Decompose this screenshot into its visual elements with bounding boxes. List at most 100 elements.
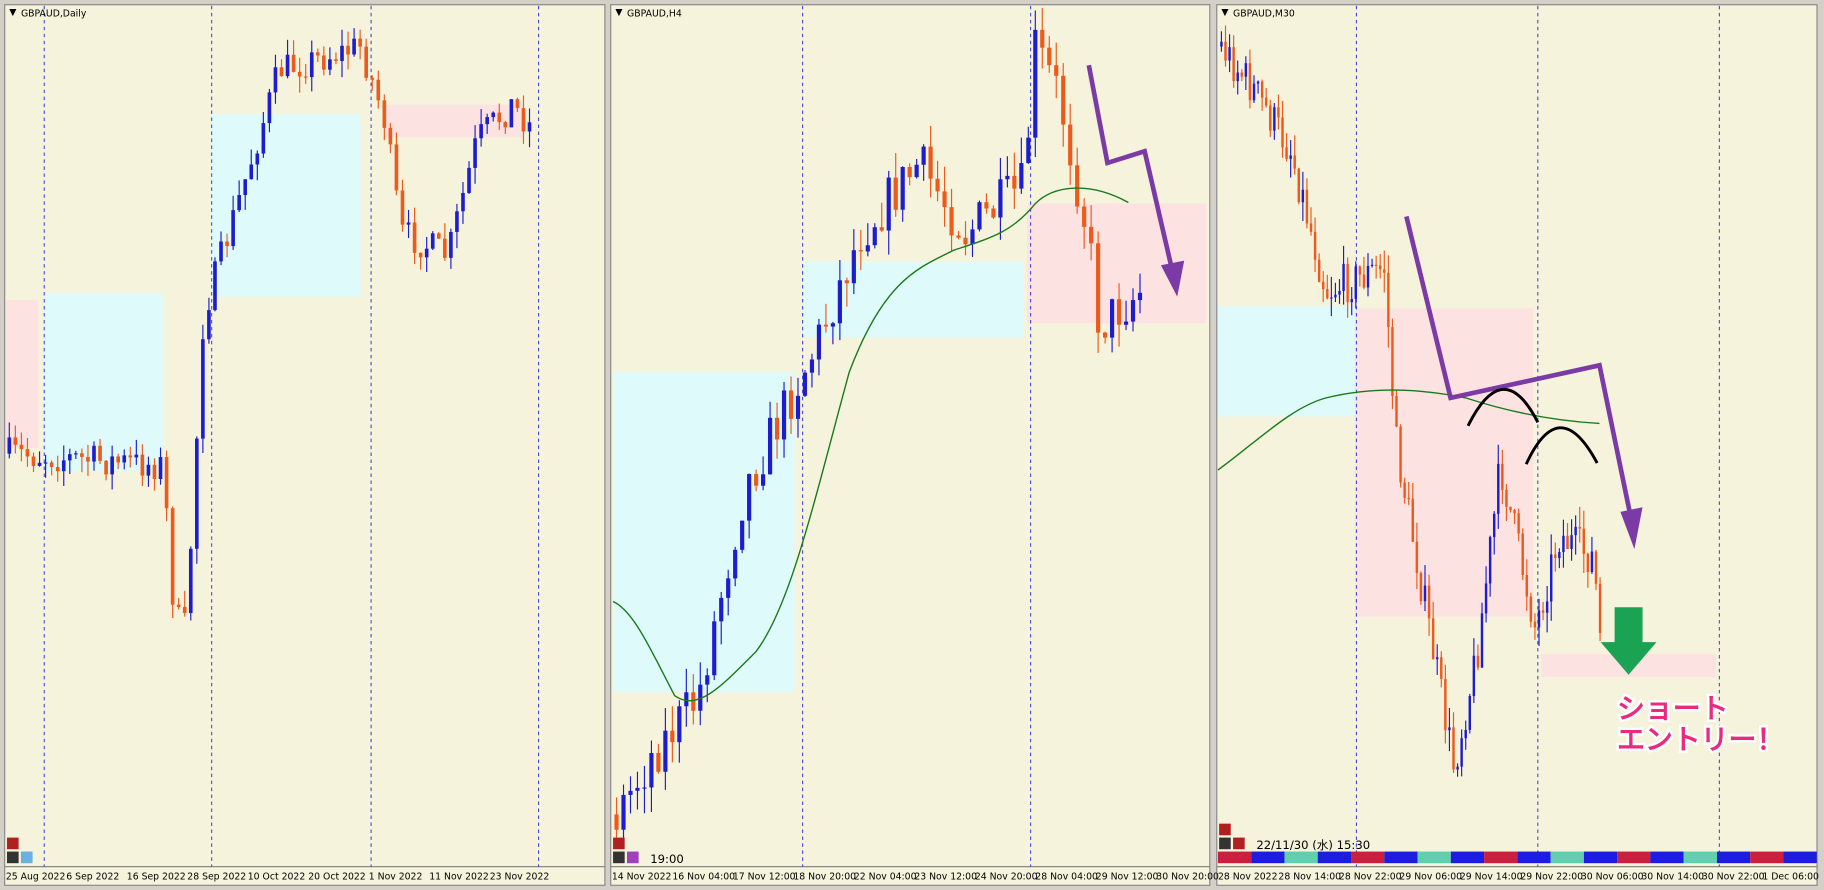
candle-body bbox=[893, 177, 898, 210]
candle-body bbox=[19, 444, 24, 450]
candle-body bbox=[928, 146, 933, 179]
candle-body bbox=[1068, 124, 1073, 166]
candle-body bbox=[1305, 189, 1309, 224]
candle-body bbox=[1456, 766, 1459, 770]
candle-body bbox=[1005, 175, 1010, 180]
candle-body bbox=[406, 222, 411, 225]
candle-body bbox=[61, 460, 66, 472]
candle-body bbox=[1484, 583, 1488, 614]
entry-arrow bbox=[1600, 607, 1657, 675]
candle-body bbox=[1103, 332, 1108, 338]
collapse-icon[interactable]: ▼ bbox=[9, 7, 17, 18]
x-tick-label: 29 Nov 06:00 bbox=[1399, 871, 1462, 882]
candle-body bbox=[364, 46, 369, 78]
candle-body bbox=[412, 222, 417, 253]
session-segment bbox=[1284, 851, 1318, 864]
candle-body bbox=[1224, 41, 1227, 61]
candle-body bbox=[1096, 243, 1101, 333]
candle-body bbox=[1326, 289, 1329, 299]
candle-body bbox=[449, 231, 453, 258]
candle-body bbox=[1537, 610, 1541, 628]
candle-body bbox=[879, 227, 884, 231]
candle-body bbox=[1366, 265, 1370, 288]
zone bbox=[613, 372, 795, 693]
x-tick-label: 20 Oct 2022 bbox=[308, 871, 365, 882]
x-tick-label: 29 Nov 12:00 bbox=[1096, 871, 1159, 882]
collapse-icon[interactable]: ▼ bbox=[615, 7, 623, 18]
candle-body bbox=[1123, 321, 1129, 325]
x-tick-label: 28 Nov 22:00 bbox=[1339, 871, 1402, 882]
collapse-icon[interactable]: ▼ bbox=[1221, 7, 1229, 18]
candle-body bbox=[1248, 63, 1252, 101]
candle-body bbox=[394, 144, 399, 191]
x-tick-label: 30 Nov 14:00 bbox=[1641, 871, 1704, 882]
candle-body bbox=[315, 52, 320, 56]
candle-body bbox=[1480, 613, 1484, 668]
session-segment bbox=[1683, 851, 1717, 864]
zone bbox=[1355, 308, 1534, 617]
candle-body bbox=[1391, 327, 1394, 396]
button[interactable] bbox=[613, 837, 625, 850]
candle-body bbox=[370, 77, 375, 80]
candle-body bbox=[1232, 47, 1235, 82]
candle-body bbox=[635, 787, 640, 791]
x-tick-label: 28 Sep 2022 bbox=[187, 871, 246, 882]
session-segment bbox=[1317, 851, 1352, 864]
candle-body bbox=[104, 460, 108, 475]
candle-body bbox=[340, 45, 344, 61]
candle-body bbox=[1521, 533, 1524, 575]
button[interactable] bbox=[20, 851, 33, 864]
candle-body bbox=[376, 79, 381, 101]
candle-body bbox=[1313, 231, 1317, 260]
candle-body bbox=[963, 237, 968, 245]
candle-body bbox=[837, 280, 842, 324]
candle-body bbox=[25, 449, 30, 457]
axis-bar bbox=[610, 866, 1211, 886]
candle-body bbox=[1089, 226, 1094, 244]
button[interactable] bbox=[1219, 837, 1231, 850]
button[interactable] bbox=[1219, 823, 1231, 836]
candle-body bbox=[322, 55, 326, 70]
candle-body bbox=[400, 190, 405, 225]
candle-body bbox=[1033, 29, 1038, 138]
candle-body bbox=[1026, 137, 1031, 164]
candle-body bbox=[43, 462, 48, 464]
candle-body bbox=[1236, 72, 1239, 82]
button[interactable] bbox=[627, 851, 639, 864]
session-segment bbox=[1583, 851, 1618, 864]
candle-body bbox=[273, 67, 278, 93]
candle-body bbox=[691, 692, 696, 711]
candle-body bbox=[1574, 526, 1577, 536]
candle-body bbox=[1362, 274, 1366, 288]
trend-arrow bbox=[1086, 64, 1635, 524]
candle-body bbox=[146, 464, 151, 476]
candle-body bbox=[497, 112, 502, 123]
candle-body bbox=[491, 112, 496, 118]
session-segment bbox=[1217, 851, 1252, 864]
candle-body bbox=[424, 248, 429, 258]
session-segment bbox=[1517, 851, 1551, 864]
candle-body bbox=[1277, 107, 1280, 118]
candle-body bbox=[1273, 107, 1276, 131]
candle-body bbox=[1407, 497, 1410, 500]
candle-body bbox=[858, 250, 863, 252]
candle-body bbox=[1350, 298, 1353, 303]
candle-body bbox=[1040, 29, 1045, 48]
candle-body bbox=[628, 790, 633, 795]
button[interactable] bbox=[1233, 837, 1245, 850]
button[interactable] bbox=[6, 837, 19, 850]
candle-body bbox=[461, 192, 465, 212]
arrow-head bbox=[1620, 507, 1643, 550]
candle-body bbox=[1554, 554, 1557, 559]
candle-body bbox=[509, 99, 514, 128]
candle-body bbox=[231, 210, 235, 247]
session-segment bbox=[1750, 851, 1784, 864]
candle-body bbox=[684, 692, 689, 707]
x-tick-label: 29 Nov 22:00 bbox=[1520, 871, 1583, 882]
x-tick-label: 1 Nov 2022 bbox=[369, 871, 423, 882]
candle-body bbox=[1378, 265, 1382, 270]
button[interactable] bbox=[6, 851, 19, 864]
session-segment bbox=[1351, 851, 1385, 864]
candle-body bbox=[346, 45, 350, 55]
button[interactable] bbox=[613, 851, 625, 864]
